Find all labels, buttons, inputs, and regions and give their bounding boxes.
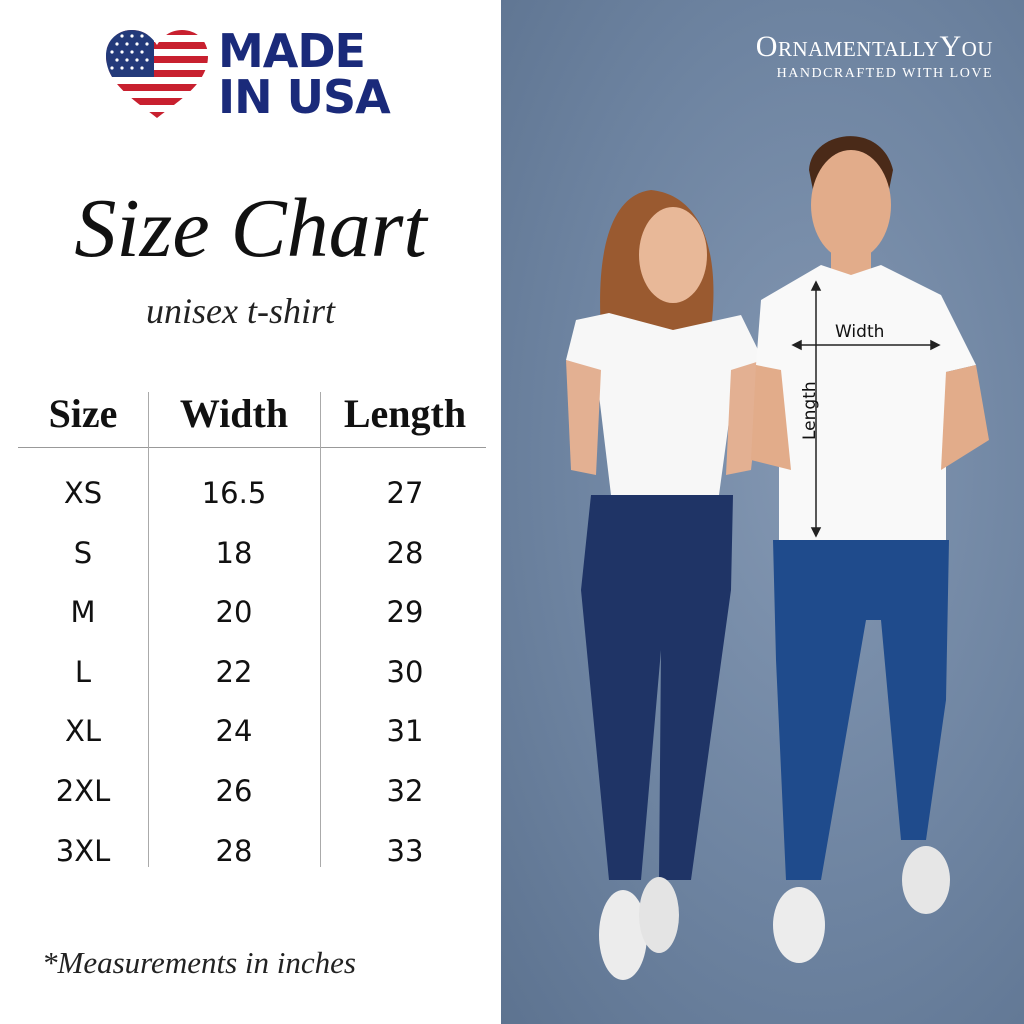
brand-logo: OrnamentallyYou HANDCRAFTED WITH LOVE xyxy=(756,30,993,82)
width-label: Width xyxy=(835,322,885,342)
badge-line-2: IN USA xyxy=(218,70,391,124)
measurement-note: *Measurements in inches xyxy=(42,945,356,980)
length-cell: 31 xyxy=(386,714,424,749)
measurement-arrows xyxy=(791,280,941,538)
made-in-usa-badge: MADE IN USA xyxy=(218,24,391,124)
width-cell: 28 xyxy=(215,833,253,868)
size-cell: XS xyxy=(63,476,103,510)
length-cell: 28 xyxy=(386,535,424,570)
size-cell: XL xyxy=(64,714,102,749)
width-cell: 24 xyxy=(215,714,253,749)
width-cell: 20 xyxy=(215,595,253,630)
size-cell: M xyxy=(70,595,96,630)
man-figure xyxy=(751,136,989,963)
header-width: Width xyxy=(179,391,289,436)
size-cell: 2XL xyxy=(55,774,111,808)
size-cell: L xyxy=(74,654,92,689)
length-label: Length xyxy=(800,381,820,440)
brand-tagline: HANDCRAFTED WITH LOVE xyxy=(776,66,993,81)
page-subtitle: unisex t-shirt xyxy=(146,291,335,331)
column-divider xyxy=(320,392,321,867)
length-cell: 32 xyxy=(386,774,424,808)
size-chart-panel: MADE IN USA Size Chart unisex t-shirt Si… xyxy=(0,0,501,1024)
header-divider xyxy=(18,447,486,448)
woman-figure xyxy=(566,190,763,980)
header-size: Size xyxy=(48,391,118,436)
models-illustration xyxy=(566,136,989,980)
length-cell: 27 xyxy=(386,476,424,510)
size-cell: S xyxy=(73,535,93,570)
length-cell: 33 xyxy=(386,833,424,868)
column-divider xyxy=(148,392,149,867)
us-flag-heart-icon xyxy=(106,30,208,118)
width-cell: 16.5 xyxy=(201,476,267,510)
page-title: Size Chart xyxy=(74,182,427,275)
width-cell: 26 xyxy=(215,774,253,808)
width-cell: 22 xyxy=(215,654,253,689)
length-cell: 30 xyxy=(386,654,424,689)
length-cell: 29 xyxy=(386,595,424,630)
size-cell: 3XL xyxy=(55,833,111,868)
brand-name: OrnamentallyYou xyxy=(755,30,993,63)
header-length: Length xyxy=(343,391,467,436)
width-cell: 18 xyxy=(215,535,253,570)
badge-line-1: MADE xyxy=(218,24,366,78)
